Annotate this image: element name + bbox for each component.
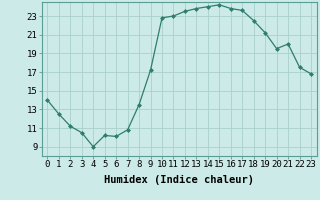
X-axis label: Humidex (Indice chaleur): Humidex (Indice chaleur): [104, 175, 254, 185]
